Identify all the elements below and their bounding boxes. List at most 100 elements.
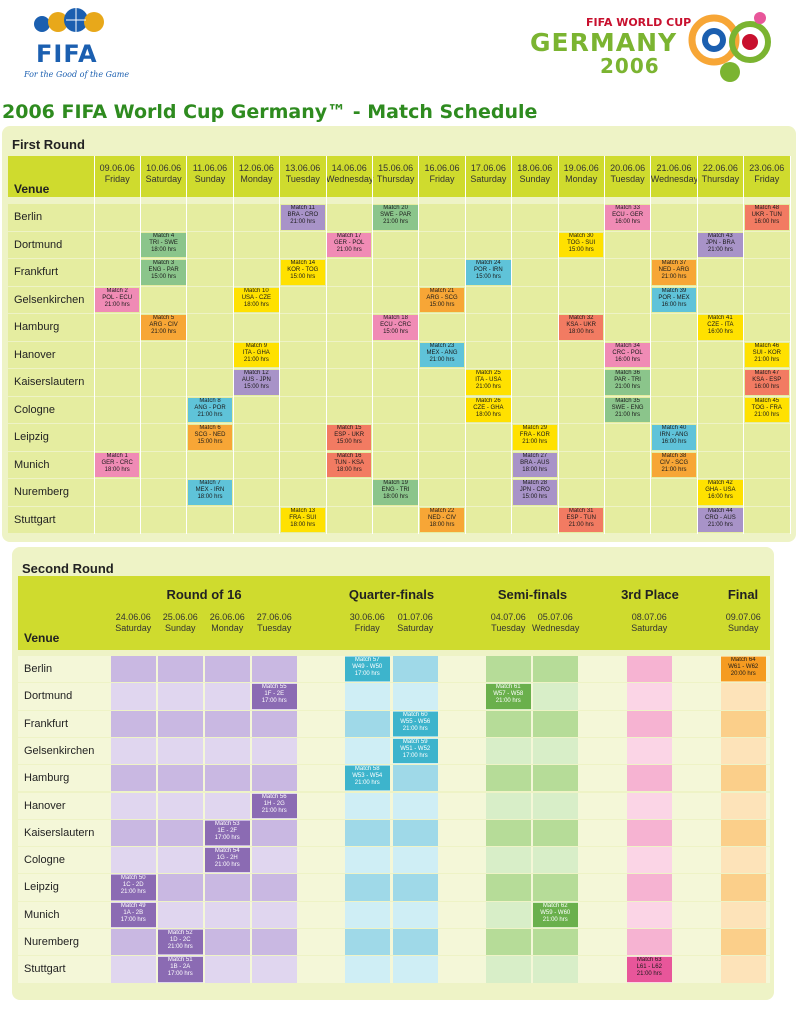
match-cell[interactable]: Match 35 SWE - ENG 21:00 hrs xyxy=(605,397,650,422)
match-cell[interactable]: Match 5 ARG - CIV 21:00 hrs xyxy=(141,315,186,340)
match-cell[interactable]: Match 32 KSA - UKR 18:00 hrs xyxy=(559,315,604,340)
match-time: 15:00 hrs xyxy=(290,274,316,280)
stage-cell-bg xyxy=(721,901,766,928)
match-cell[interactable]: Match 55 1F - 2E 17:00 hrs xyxy=(252,684,297,709)
stage-cell-bg xyxy=(252,819,297,847)
match-teams: TUN - KSA xyxy=(334,459,365,466)
match-cell[interactable]: Match 53 1E - 2F 17:00 hrs xyxy=(205,820,250,846)
match-cell[interactable]: Match 37 NED - ARG 21:00 hrs xyxy=(651,260,697,285)
match-cell[interactable]: Match 18 ECU - CRC 15:00 hrs xyxy=(373,315,418,340)
match-cell[interactable]: Match 56 1H - 2G 21:00 hrs xyxy=(252,793,297,818)
match-cell[interactable]: Match 31 ESP - TUN 21:00 hrs xyxy=(559,507,604,532)
match-cell[interactable]: Match 9 ITA - GHA 21:00 hrs xyxy=(234,342,279,367)
match-cell[interactable]: Match 38 CIV - SCG 21:00 hrs xyxy=(651,452,697,477)
match-cell[interactable]: Match 11 BRA - CRO 21:00 hrs xyxy=(280,205,325,230)
match-time: 15:00 hrs xyxy=(429,301,455,308)
match-teams: POL - ECU xyxy=(102,294,133,301)
match-cell[interactable]: Match 7 MEX - IRN 18:00 hrs xyxy=(187,480,233,505)
match-cell[interactable]: Match 21 ARG - SCG 15:00 hrs xyxy=(419,287,465,312)
stage-cell-bg xyxy=(252,847,297,874)
match-teams: L61 - L62 xyxy=(636,964,662,971)
match-cell[interactable]: Match 15 ESP - UKR 15:00 hrs xyxy=(327,425,372,450)
match-cell[interactable]: Match 41 CZE - ITA 16:00 hrs xyxy=(698,315,743,340)
match-cell[interactable]: Match 3 ENG - PAR 15:00 hrs xyxy=(141,260,186,285)
match-cell[interactable]: Match 28 JPN - CRO 15:00 hrs xyxy=(512,480,557,505)
match-cell[interactable]: Match 12 AUS - JPN 15:00 hrs xyxy=(234,370,279,395)
grid-divider xyxy=(511,156,513,534)
match-cell[interactable]: Match 8 ANG - POR 21:00 hrs xyxy=(187,397,233,422)
match-cell[interactable]: Match 6 SCG - NED 15:00 hrs xyxy=(187,425,233,450)
match-cell[interactable]: Match 45 TOG - FRA 21:00 hrs xyxy=(744,397,789,422)
match-time: 21:00 hrs xyxy=(151,329,177,335)
match-time: 15:00 hrs xyxy=(197,439,223,445)
page-header: FIFA For the Good of the Game FIFA WORLD… xyxy=(0,0,799,98)
match-cell[interactable]: Match 33 ECU - GER 16:00 hrs xyxy=(605,205,650,230)
match-cell[interactable]: Match 22 NED - CIV 18:00 hrs xyxy=(419,507,465,532)
grid-divider xyxy=(232,156,234,534)
match-cell[interactable]: Match 2 POL - ECU 21:00 hrs xyxy=(95,287,140,312)
match-cell[interactable]: Match 60 W55 - W56 21:00 hrs xyxy=(393,711,438,736)
match-time: 21:00 hrs xyxy=(120,889,146,896)
match-cell[interactable]: Match 1 GER - CRC 18:00 hrs xyxy=(95,452,140,477)
stage-cell-bg xyxy=(252,956,297,983)
match-cell[interactable]: Match 57 W49 - W50 17:00 hrs xyxy=(345,657,390,682)
grid-divider xyxy=(186,156,188,534)
match-cell[interactable]: Match 26 CZE - GHA 18:00 hrs xyxy=(466,397,511,422)
match-cell[interactable]: Match 16 TUN - KSA 18:00 hrs xyxy=(327,452,372,477)
match-cell[interactable]: Match 13 FRA - SUI 18:00 hrs xyxy=(280,507,325,532)
match-cell[interactable]: Match 50 1C - 2D 21:00 hrs xyxy=(111,875,156,900)
match-cell[interactable]: Match 10 USA - CZE 18:00 hrs xyxy=(234,287,279,312)
match-cell[interactable]: Match 63 L61 - L62 21:00 hrs xyxy=(627,957,672,982)
match-teams: TOG - SUI xyxy=(567,239,596,246)
match-cell[interactable]: Match 14 KOR - TOG 15:00 hrs xyxy=(280,260,325,285)
first-round-title: First Round xyxy=(12,137,85,152)
match-number: Match 55 xyxy=(261,684,287,691)
match-cell[interactable]: Match 39 POR - MEX 16:00 hrs xyxy=(651,287,697,312)
match-cell[interactable]: Match 17 GER - POL 21:00 hrs xyxy=(327,232,372,257)
match-cell[interactable]: Match 49 1A - 2B 17:00 hrs xyxy=(111,902,156,927)
match-time: 15:00 hrs xyxy=(475,274,501,280)
match-time: 16:00 hrs xyxy=(615,356,641,363)
match-cell[interactable]: Match 36 PAR - TRI 21:00 hrs xyxy=(605,370,650,395)
stage-cell-bg xyxy=(158,656,203,683)
match-number: Match 24 xyxy=(476,260,501,266)
wc-logo-germany-text: GERMANY xyxy=(530,28,678,57)
match-cell[interactable]: Match 4 TRI - SWE 18:00 hrs xyxy=(141,232,186,257)
match-cell[interactable]: Match 24 POR - IRN 15:00 hrs xyxy=(466,260,511,285)
match-cell[interactable]: Match 43 JPN - BRA 21:00 hrs xyxy=(698,232,743,257)
match-cell[interactable]: Match 47 KSA - ESP 16:00 hrs xyxy=(744,370,789,395)
match-time: 18:00 hrs xyxy=(336,466,362,473)
match-time: 15:00 hrs xyxy=(151,274,177,280)
match-cell[interactable]: Match 23 MEX - ANG 21:00 hrs xyxy=(419,342,465,367)
stage-cell-bg xyxy=(111,710,156,737)
match-cell[interactable]: Match 20 SWE - PAR 21:00 hrs xyxy=(373,205,418,230)
match-cell[interactable]: Match 30 TOG - SUI 15:00 hrs xyxy=(559,232,604,257)
match-cell[interactable]: Match 52 1D - 2C 21:00 hrs xyxy=(158,930,203,955)
stage-cell-bg xyxy=(205,656,250,683)
match-cell[interactable]: Match 44 CRO - AUS 21:00 hrs xyxy=(698,507,743,532)
match-cell[interactable]: Match 25 ITA - USA 21:00 hrs xyxy=(466,370,511,395)
first-round-date-header: 16.06.06 xyxy=(424,163,460,173)
match-cell[interactable]: Match 54 1G - 2H 21:00 hrs xyxy=(205,848,250,873)
match-number: Match 47 xyxy=(754,370,780,376)
stage-cell-bg xyxy=(533,847,578,874)
match-cell[interactable]: Match 48 UKR - TUN 16:00 hrs xyxy=(744,205,789,230)
grid-divider xyxy=(696,156,698,534)
match-cell[interactable]: Match 61 W57 - W58 21:00 hrs xyxy=(486,684,531,709)
match-cell[interactable]: Match 62 W59 - W60 21:00 hrs xyxy=(533,902,578,927)
stage-cell-bg xyxy=(205,710,250,737)
first-round-header-band xyxy=(8,156,790,197)
match-cell[interactable]: Match 51 1B - 2A 17:00 hrs xyxy=(158,957,203,982)
match-cell[interactable]: Match 29 FRA - KOR 21:00 hrs xyxy=(512,425,557,450)
match-cell[interactable]: Match 40 IRN - ANG 16:00 hrs xyxy=(651,425,697,450)
match-cell[interactable]: Match 34 CRC - POL 16:00 hrs xyxy=(605,342,650,367)
match-cell[interactable]: Match 58 W53 - W54 21:00 hrs xyxy=(345,766,390,791)
match-cell[interactable]: Match 19 ENG - TRI 18:00 hrs xyxy=(373,480,418,505)
match-cell[interactable]: Match 27 BRA - AUS 18:00 hrs xyxy=(512,452,557,477)
match-cell[interactable]: Match 46 SUI - KOR 21:00 hrs xyxy=(744,342,789,367)
match-teams: ENG - PAR xyxy=(148,267,179,273)
stage-cell-bg xyxy=(111,819,156,847)
match-cell[interactable]: Match 64 W61 - W62 20:00 hrs xyxy=(721,657,766,682)
match-cell[interactable]: Match 42 GHA - USA 16:00 hrs xyxy=(698,480,743,505)
match-cell[interactable]: Match 59 W51 - W52 17:00 hrs xyxy=(393,738,438,764)
